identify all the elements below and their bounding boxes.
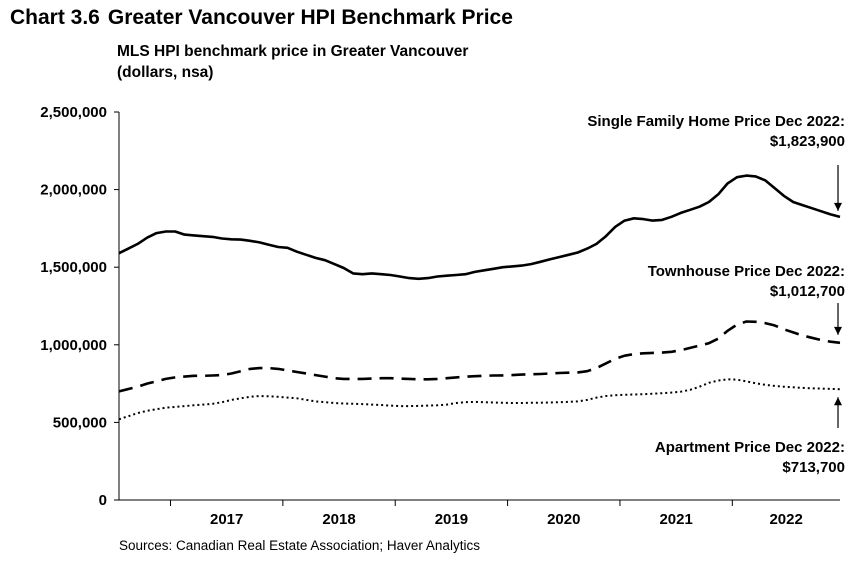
y-tick-label: 1,500,000	[40, 259, 107, 276]
x-tick-label: 2019	[435, 511, 468, 528]
arrowhead-icon	[834, 397, 842, 406]
series-line-dashed	[118, 320, 841, 393]
y-axis-ticks: 2,500,000 2,000,000 1,500,000 1,000,000 500,…	[40, 104, 119, 509]
y-tick-label: 2,500,000	[40, 104, 107, 121]
y-tick-label: 0	[99, 492, 107, 509]
annotations: Single Family Home Price Dec 2022: $1,823…	[587, 113, 845, 476]
series-lines	[118, 174, 841, 421]
chart-number: Chart 3.6	[10, 6, 100, 29]
annotation-label: Single Family Home Price Dec 2022:	[587, 113, 845, 130]
source-note: Sources: Canadian Real Estate Associatio…	[119, 538, 480, 553]
annotation-value: $1,012,700	[770, 283, 845, 300]
annotation-value: $1,823,900	[770, 133, 845, 150]
x-tick-label: 2018	[322, 511, 355, 528]
annotation-label: Apartment Price Dec 2022:	[655, 439, 845, 456]
arrowhead-icon	[834, 326, 842, 335]
x-axis-ticks: 2017 2018 2019 2020 2021 2022	[170, 500, 803, 528]
y-tick-label: 2,000,000	[40, 182, 107, 199]
annotation-value: $713,700	[782, 459, 845, 476]
y-tick-label: 1,000,000	[40, 337, 107, 354]
subtitle-line-1: MLS HPI benchmark price in Greater Vanco…	[117, 43, 469, 60]
x-tick-label: 2017	[210, 511, 243, 528]
subtitle-line-2: (dollars, nsa)	[117, 64, 214, 81]
series-line-solid	[118, 174, 841, 281]
x-tick-label: 2021	[659, 511, 692, 528]
y-tick-label: 500,000	[53, 414, 107, 431]
x-tick-label: 2022	[769, 511, 802, 528]
chart-title-text: Greater Vancouver HPI Benchmark Price	[107, 6, 513, 29]
chart-title: Chart 3.6 Greater Vancouver HPI Benchmark…	[10, 6, 513, 30]
axes	[118, 112, 840, 501]
arrowhead-icon	[834, 202, 842, 211]
series-line-dotted	[118, 378, 841, 421]
annotation-label: Townhouse Price Dec 2022:	[648, 263, 845, 280]
x-tick-label: 2020	[547, 511, 580, 528]
chart-subtitle: MLS HPI benchmark price in Greater Vanco…	[117, 41, 468, 83]
